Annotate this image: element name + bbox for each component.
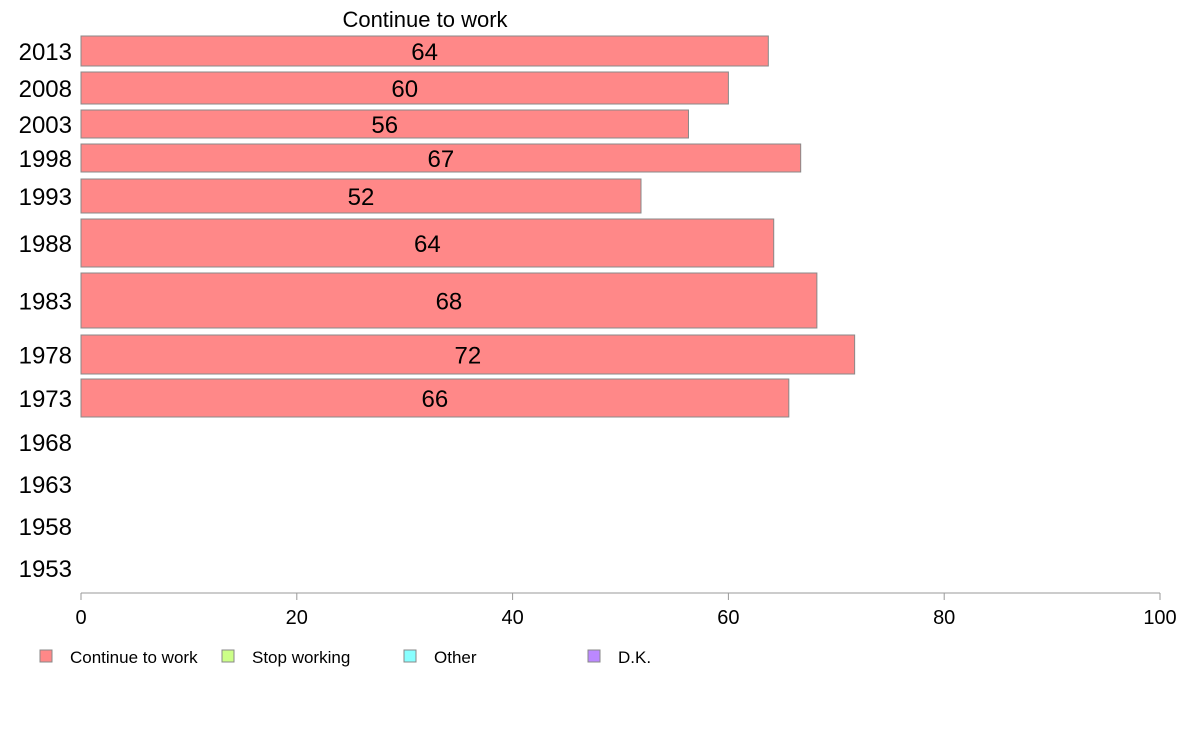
category-label-1983: 1983 bbox=[19, 289, 72, 316]
category-label-2013: 2013 bbox=[19, 39, 72, 66]
legend-label-d-k: D.K. bbox=[618, 648, 651, 667]
x-axis: 0 20 40 60 80 100 bbox=[75, 592, 1177, 629]
x-tick-label-20: 20 bbox=[286, 607, 308, 629]
legend-swatch-stop-working bbox=[221, 649, 235, 663]
category-label-1988: 1988 bbox=[19, 231, 72, 258]
category-label-2008: 2008 bbox=[19, 76, 72, 103]
bar-2008 bbox=[80, 71, 729, 105]
legend-label-stop-working: Stop working bbox=[252, 648, 350, 667]
x-tick-label-40: 40 bbox=[501, 607, 523, 629]
legend-label-other: Other bbox=[434, 648, 477, 667]
category-label-1973: 1973 bbox=[19, 386, 72, 413]
x-tick-label-60: 60 bbox=[717, 607, 739, 629]
x-tick-label-100: 100 bbox=[1143, 607, 1176, 629]
bar-value-label-1993: 52 bbox=[348, 184, 375, 211]
category-label-1968: 1968 bbox=[19, 430, 72, 457]
bar-value-label-1988: 64 bbox=[414, 231, 441, 258]
bar-value-label-1998: 67 bbox=[427, 146, 454, 173]
legend: Continue to work Stop working Other D.K. bbox=[39, 648, 651, 667]
bar-1973 bbox=[80, 378, 790, 418]
category-label-1963: 1963 bbox=[19, 472, 72, 499]
x-tick-label-80: 80 bbox=[933, 607, 955, 629]
category-label-1953: 1953 bbox=[19, 556, 72, 583]
bar-2003 bbox=[80, 109, 689, 139]
legend-swatch-continue-to-work bbox=[39, 649, 53, 663]
bar-1978 bbox=[80, 334, 856, 375]
bar-value-label-1983: 68 bbox=[436, 289, 463, 316]
category-label-1998: 1998 bbox=[19, 146, 72, 173]
bar-1983 bbox=[80, 272, 818, 329]
bar-value-label-1973: 66 bbox=[422, 386, 449, 413]
category-label-2003: 2003 bbox=[19, 112, 72, 139]
bar-1993 bbox=[80, 178, 642, 214]
category-label-1993: 1993 bbox=[19, 184, 72, 211]
bar-1988 bbox=[80, 218, 775, 268]
bar-value-label-1978: 72 bbox=[454, 343, 481, 370]
bar-1998 bbox=[80, 143, 802, 173]
legend-label-continue-to-work: Continue to work bbox=[70, 648, 198, 667]
category-labels: 2013 2008 2003 1998 1993 1988 1983 1978 1973 1968… bbox=[19, 39, 72, 583]
legend-swatch-d-k bbox=[587, 649, 601, 663]
bar-value-label-2003: 56 bbox=[371, 112, 398, 139]
chart-title: Continue to work bbox=[342, 7, 508, 32]
bar-value-label-2008: 60 bbox=[391, 76, 418, 103]
bar-value-label-2013: 64 bbox=[411, 39, 438, 66]
legend-swatch-other bbox=[403, 649, 417, 663]
bar-2013 bbox=[80, 35, 769, 67]
category-label-1958: 1958 bbox=[19, 514, 72, 541]
x-tick-label-0: 0 bbox=[75, 607, 86, 629]
category-label-1978: 1978 bbox=[19, 343, 72, 370]
